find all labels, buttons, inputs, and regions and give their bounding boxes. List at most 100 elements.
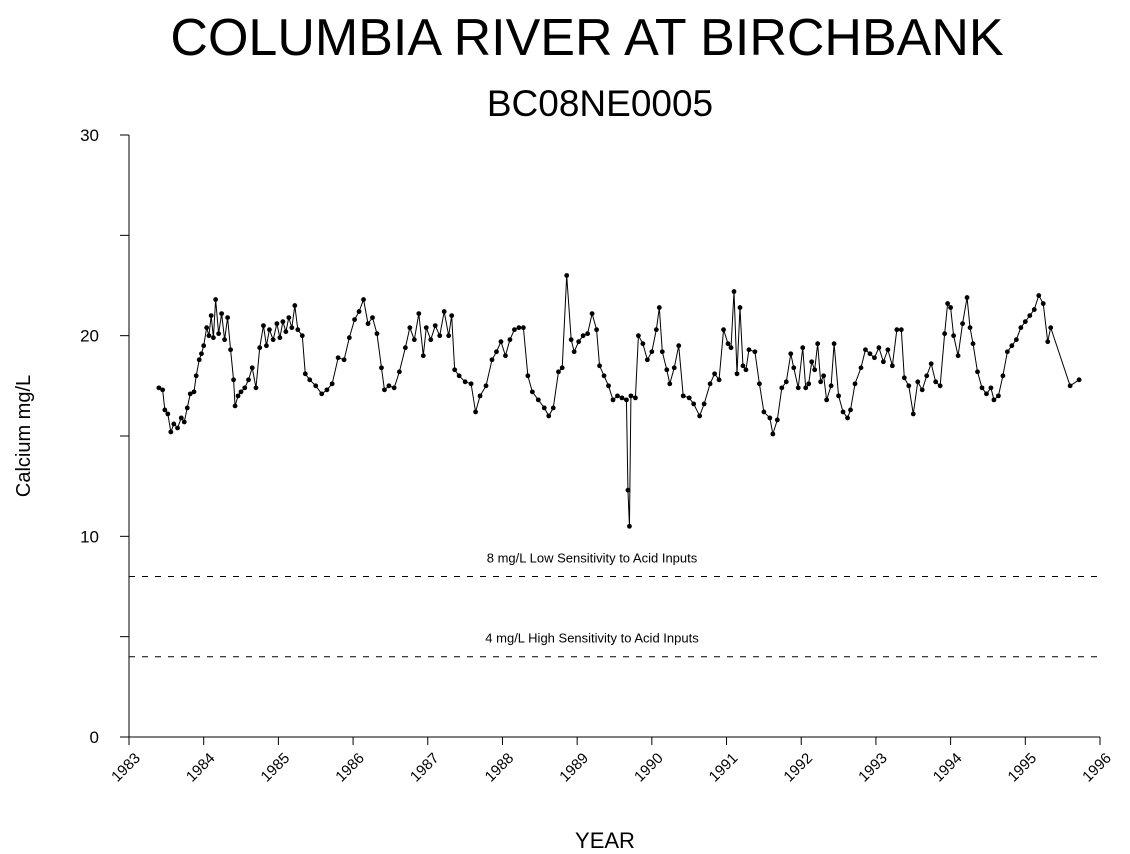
data-point	[967, 325, 973, 331]
x-tick-label: 1983	[108, 750, 144, 786]
data-point	[945, 301, 951, 306]
data-point	[656, 305, 662, 310]
data-point	[329, 381, 335, 387]
data-point	[803, 385, 809, 391]
data-point	[845, 415, 850, 421]
data-point	[872, 355, 877, 361]
data-point	[341, 357, 347, 363]
data-point	[286, 315, 292, 321]
data-point	[795, 385, 801, 391]
data-point	[716, 377, 722, 383]
data-point	[633, 395, 638, 401]
data-point	[809, 359, 815, 365]
data-point	[924, 373, 930, 379]
data-point	[335, 355, 341, 361]
data-point	[734, 371, 740, 377]
data-point	[863, 347, 868, 353]
data-point	[468, 381, 474, 387]
data-point	[402, 345, 408, 351]
data-point	[1036, 293, 1042, 298]
data-point	[996, 393, 1001, 399]
data-point	[757, 381, 762, 387]
data-point	[774, 417, 780, 423]
data-point	[416, 311, 422, 316]
data-point	[191, 389, 197, 395]
data-point	[302, 371, 308, 377]
data-point	[659, 349, 665, 355]
data-point	[697, 413, 703, 419]
data-point	[246, 377, 251, 383]
data-point	[503, 353, 508, 359]
data-point	[483, 383, 489, 389]
data-point	[541, 405, 547, 411]
data-point	[228, 347, 233, 353]
data-point	[791, 365, 797, 371]
data-point	[1040, 301, 1046, 306]
data-point	[264, 343, 269, 349]
data-point	[232, 403, 238, 409]
data-point	[374, 331, 380, 337]
data-point	[473, 409, 478, 415]
data-point	[446, 333, 452, 339]
data-point	[876, 345, 882, 351]
data-point	[831, 341, 837, 347]
data-point	[546, 413, 552, 419]
y-axis-label: Calcium mg/L	[13, 375, 35, 497]
data-point	[1027, 313, 1033, 318]
data-point	[162, 407, 168, 413]
data-point	[915, 379, 921, 385]
data-point	[213, 297, 219, 302]
data-point	[219, 311, 225, 316]
data-point	[783, 379, 789, 385]
data-point	[324, 387, 330, 393]
data-point	[199, 351, 204, 357]
data-point	[806, 381, 812, 387]
data-point	[800, 345, 806, 351]
data-point	[942, 331, 948, 337]
data-point	[267, 327, 272, 333]
data-point	[289, 325, 295, 331]
data-point	[231, 377, 236, 383]
x-tick-label: 1989	[556, 750, 592, 786]
data-point	[1045, 339, 1051, 345]
data-point	[576, 339, 582, 345]
data-point	[906, 383, 912, 389]
data-point	[319, 391, 325, 397]
data-point	[1076, 377, 1082, 383]
data-point	[1048, 325, 1054, 331]
data-point	[894, 327, 900, 333]
data-point	[206, 333, 212, 339]
data-point	[498, 339, 504, 345]
data-point	[184, 405, 190, 411]
data-point	[165, 411, 171, 417]
x-tick-label: 1988	[482, 750, 518, 786]
data-point	[456, 373, 462, 379]
data-point	[356, 309, 362, 314]
data-point	[951, 333, 957, 339]
data-point	[216, 331, 222, 337]
data-point	[556, 369, 561, 375]
y-tick-label: 0	[90, 728, 99, 747]
data-point	[933, 379, 939, 385]
data-point	[382, 387, 387, 393]
data-point	[667, 381, 673, 387]
data-point	[270, 337, 276, 343]
data-point	[653, 327, 659, 333]
data-point	[761, 409, 767, 415]
x-axis-label: YEAR	[575, 828, 635, 853]
data-point	[606, 383, 611, 389]
data-point	[535, 397, 541, 403]
data-point	[824, 397, 830, 403]
data-point	[840, 409, 846, 415]
data-point	[597, 363, 602, 369]
data-point	[955, 353, 961, 359]
data-point	[238, 389, 244, 395]
data-point	[880, 359, 886, 365]
data-point	[564, 273, 570, 278]
data-point	[628, 393, 634, 399]
data-point	[512, 327, 517, 333]
data-point	[636, 333, 641, 339]
data-point	[432, 323, 438, 329]
chart-subtitle: BC08NE0005	[487, 83, 713, 124]
data-point	[848, 407, 853, 413]
